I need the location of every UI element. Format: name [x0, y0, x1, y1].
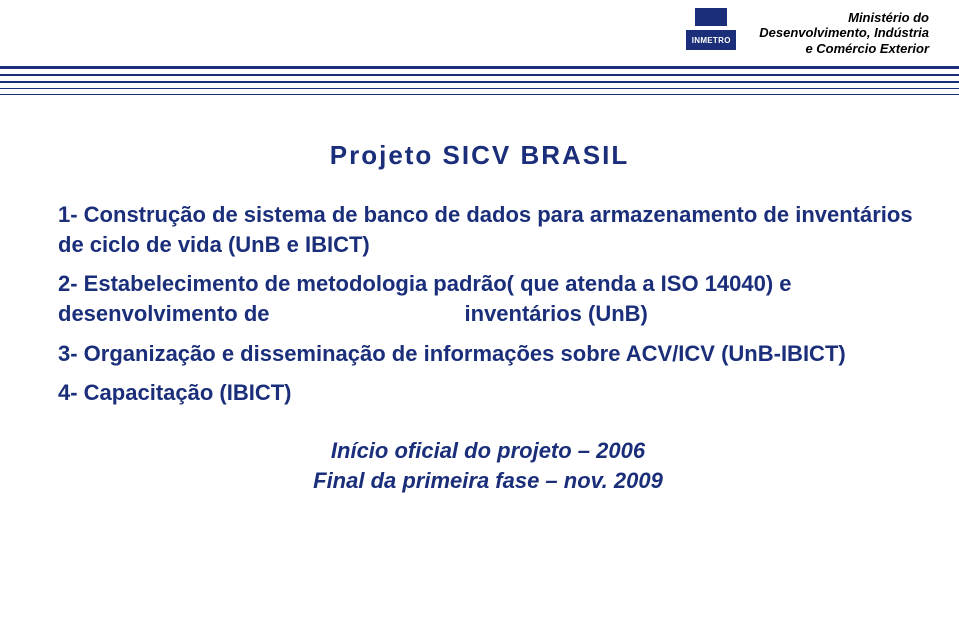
ministry-line-2: Desenvolvimento, Indústria	[759, 25, 929, 41]
list-item-4: 4- Capacitação (IBICT)	[58, 378, 918, 408]
ministry-line-1: Ministério do	[759, 10, 929, 26]
list-item-2b: inventários (UnB)	[465, 301, 648, 326]
list-item-1: 1- Construção de sistema de banco de dad…	[58, 200, 918, 259]
footer-text: Início oficial do projeto – 2006 Final d…	[58, 436, 918, 495]
ministry-name: Ministério do Desenvolvimento, Indústria…	[759, 10, 929, 57]
ministry-line-3: e Comércio Exterior	[759, 41, 929, 57]
header-divider-rules	[0, 66, 959, 95]
content-body: 1- Construção de sistema de banco de dad…	[58, 200, 918, 496]
list-item-2a: 2- Estabelecimento de metodologia padrão…	[58, 271, 792, 326]
page-title: Projeto SICV BRASIL	[0, 140, 959, 171]
list-item-3: 3- Organização e disseminação de informa…	[58, 339, 918, 369]
header: INMETRO Ministério do Desenvolvimento, I…	[681, 8, 929, 58]
inmetro-label: INMETRO	[686, 30, 736, 50]
list-item-2: 2- Estabelecimento de metodologia padrão…	[58, 269, 918, 328]
inmetro-logo-icon: INMETRO	[681, 8, 741, 58]
footer-line-1: Início oficial do projeto – 2006	[58, 436, 918, 466]
footer-line-2: Final da primeira fase – nov. 2009	[58, 466, 918, 496]
